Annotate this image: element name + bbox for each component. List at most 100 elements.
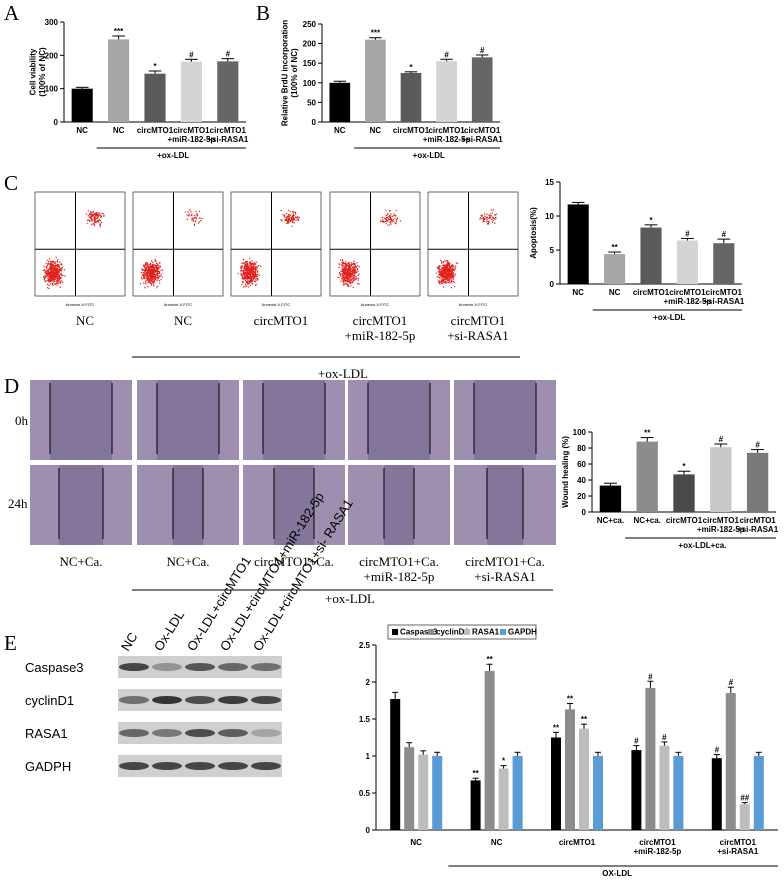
blot-band bbox=[218, 696, 248, 704]
flow-label: circMTO1 +miR-182-5p bbox=[345, 313, 416, 343]
x-tick-label: circMTO1 +miR-182-5p bbox=[634, 838, 682, 856]
flow-axis-label: Annexin-V-FITC bbox=[164, 302, 193, 307]
significance-label: # bbox=[719, 435, 724, 444]
blot-band bbox=[185, 762, 215, 770]
bar bbox=[567, 204, 589, 284]
blot-lane-label: Ox-LDL bbox=[151, 608, 187, 654]
x-tick-label: circMTO1 +miR-182-5p bbox=[168, 126, 216, 144]
flow-plot-frame bbox=[230, 191, 322, 297]
x-tick-label: circMTO1 bbox=[666, 516, 703, 525]
y-tick-label: 0 bbox=[54, 118, 59, 127]
group-label: +ox-LDL bbox=[653, 313, 685, 322]
bar bbox=[471, 57, 493, 122]
blot-row-label: GADPH bbox=[25, 759, 71, 774]
y-tick-label: 1.5 bbox=[359, 715, 371, 724]
cell-layer bbox=[103, 465, 132, 545]
flow-label: circMTO1 bbox=[254, 313, 309, 328]
blot-band bbox=[218, 663, 248, 671]
bar bbox=[640, 227, 662, 284]
wound-label: circMTO1+Ca. +miR-182-5p bbox=[359, 554, 439, 584]
bar bbox=[484, 670, 495, 830]
y-tick-label: 150 bbox=[303, 59, 317, 68]
significance-label: * bbox=[409, 63, 413, 72]
x-tick-label: NC bbox=[410, 838, 422, 847]
legend-label: cyclinD1 bbox=[436, 628, 469, 637]
blot-band bbox=[185, 729, 215, 737]
cell-layer bbox=[30, 465, 59, 545]
cell-layer bbox=[112, 380, 132, 460]
x-tick-label: circMTO1 +si-RASA1 bbox=[717, 838, 759, 856]
bar bbox=[390, 699, 401, 830]
significance-label: # bbox=[480, 46, 485, 55]
significance-label: * bbox=[682, 462, 686, 471]
x-tick-label: NC+ca. bbox=[597, 516, 624, 525]
y-tick-label: 200 bbox=[303, 40, 317, 49]
y-tick-label: 1 bbox=[366, 752, 371, 761]
blot-band bbox=[218, 762, 248, 770]
blot-band bbox=[251, 729, 281, 737]
y-tick-label: 100 bbox=[573, 428, 587, 437]
bar bbox=[400, 73, 422, 122]
legend-swatch bbox=[464, 629, 470, 635]
y-tick-label: 50 bbox=[307, 98, 316, 107]
y-tick-label: 20 bbox=[577, 492, 586, 501]
bar bbox=[725, 693, 736, 830]
flow-axis-label: Annexin-V-FITC bbox=[262, 302, 291, 307]
x-tick-label: NC bbox=[572, 288, 584, 297]
y-axis-label: Relative BrdU incorporation(100% of NC) bbox=[281, 20, 299, 126]
cell-layer bbox=[243, 380, 263, 460]
legend-swatch bbox=[392, 629, 398, 635]
bar bbox=[604, 254, 626, 284]
bar bbox=[673, 474, 695, 512]
y-axis-label: Wound healing (%) bbox=[561, 436, 570, 508]
wound-label: circMTO1+Ca. bbox=[254, 554, 334, 569]
flow-dots bbox=[140, 209, 203, 289]
x-tick-label: NC bbox=[334, 126, 346, 135]
blot-band bbox=[251, 696, 281, 704]
y-tick-label: 10 bbox=[545, 212, 554, 221]
significance-label: ** bbox=[472, 769, 479, 778]
bar bbox=[631, 750, 642, 830]
x-tick-label: circMTO1 +si-RASA1 bbox=[703, 288, 745, 306]
bar bbox=[676, 240, 698, 284]
y-tick-label: 0 bbox=[582, 508, 587, 517]
bar bbox=[565, 709, 575, 830]
flow-dots bbox=[337, 209, 401, 289]
blot-band bbox=[152, 663, 182, 671]
wound-label: circMTO1+Ca. +si-RASA1 bbox=[465, 554, 545, 584]
row-label: 0h bbox=[15, 413, 29, 428]
y-tick-label: 0 bbox=[366, 826, 371, 835]
cell-layer bbox=[536, 380, 556, 460]
significance-label: * bbox=[153, 62, 157, 71]
panel-letter: C bbox=[4, 171, 18, 195]
y-tick-label: 0 bbox=[312, 118, 317, 127]
blot-row-label: RASA1 bbox=[25, 726, 68, 741]
significance-label: ** bbox=[644, 429, 651, 438]
x-tick-label: circMTO1 +miR-182-5p bbox=[664, 288, 712, 306]
significance-label: # bbox=[755, 441, 760, 450]
bar bbox=[144, 73, 166, 122]
significance-label: * bbox=[502, 757, 506, 766]
y-tick-label: 100 bbox=[45, 85, 59, 94]
bar bbox=[713, 243, 735, 284]
x-tick-label: NC bbox=[113, 126, 125, 135]
bar bbox=[71, 88, 93, 122]
legend-label: Caspase3 bbox=[400, 628, 438, 637]
bar bbox=[659, 745, 670, 830]
x-tick-label: NC bbox=[609, 288, 621, 297]
bar bbox=[753, 756, 764, 830]
x-tick-label: circMTO1 bbox=[393, 126, 430, 135]
y-tick-label: 40 bbox=[577, 476, 586, 485]
cell-layer bbox=[243, 465, 274, 545]
bar bbox=[329, 82, 351, 122]
y-tick-label: 100 bbox=[303, 79, 317, 88]
x-tick-label: NC bbox=[76, 126, 88, 135]
cell-layer bbox=[454, 380, 474, 460]
cell-layer bbox=[348, 380, 368, 460]
group-label: +ox-LDL bbox=[157, 151, 189, 160]
bar bbox=[108, 39, 130, 123]
blot-band bbox=[251, 663, 281, 671]
significance-label: * bbox=[649, 216, 653, 225]
blot-lane-label: NC bbox=[118, 630, 141, 654]
